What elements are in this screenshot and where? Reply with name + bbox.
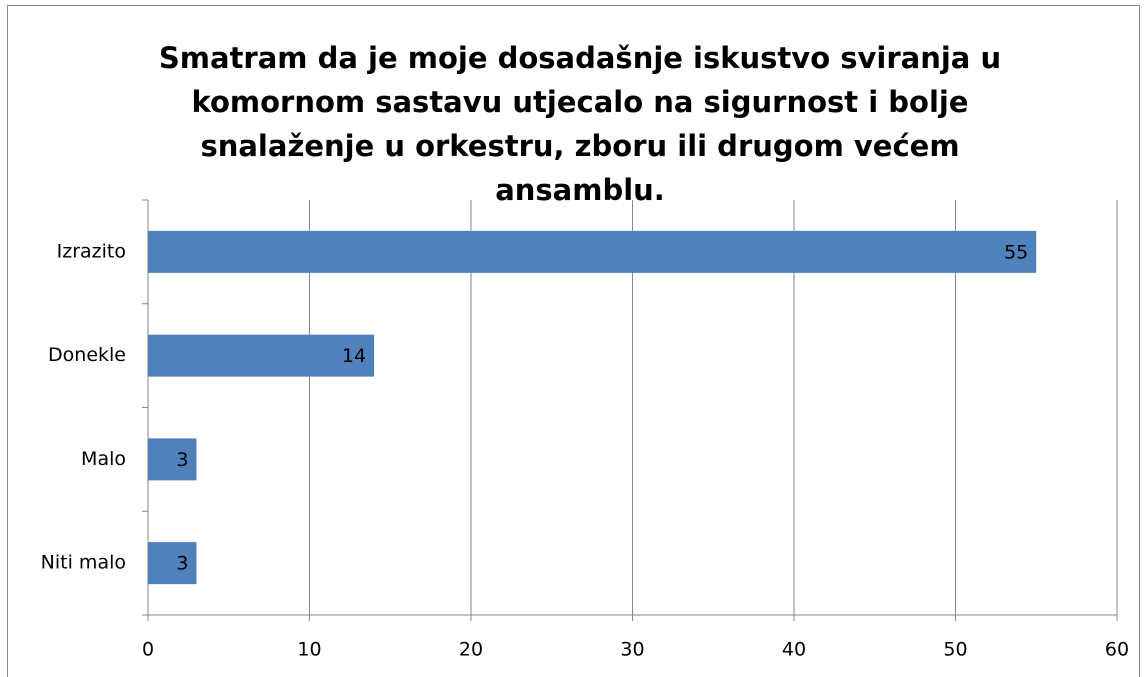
chart-title: Smatram da je moje dosadašnje iskustvo s…: [158, 41, 1002, 207]
bar: [148, 542, 197, 585]
value-label: 3: [176, 449, 188, 471]
value-label: 55: [1004, 241, 1028, 263]
y-tick-label: Donekle: [48, 344, 126, 366]
chart-border: [7, 5, 1140, 677]
x-tick-label: 60: [1105, 639, 1129, 661]
bar: [148, 334, 375, 377]
x-tick-label: 20: [459, 639, 483, 661]
value-label: 3: [176, 553, 188, 575]
x-tick-label: 30: [620, 639, 644, 661]
x-tick-label: 50: [943, 639, 967, 661]
y-tick-label: Niti malo: [41, 552, 126, 574]
x-tick-label: 10: [297, 639, 321, 661]
y-tick-label: Izrazito: [57, 240, 126, 262]
x-tick-label: 40: [782, 639, 806, 661]
bar: [148, 230, 1037, 273]
x-tick-label: 0: [142, 639, 154, 661]
bar: [148, 438, 197, 481]
value-label: 14: [342, 345, 366, 367]
y-tick-label: Malo: [81, 448, 126, 470]
